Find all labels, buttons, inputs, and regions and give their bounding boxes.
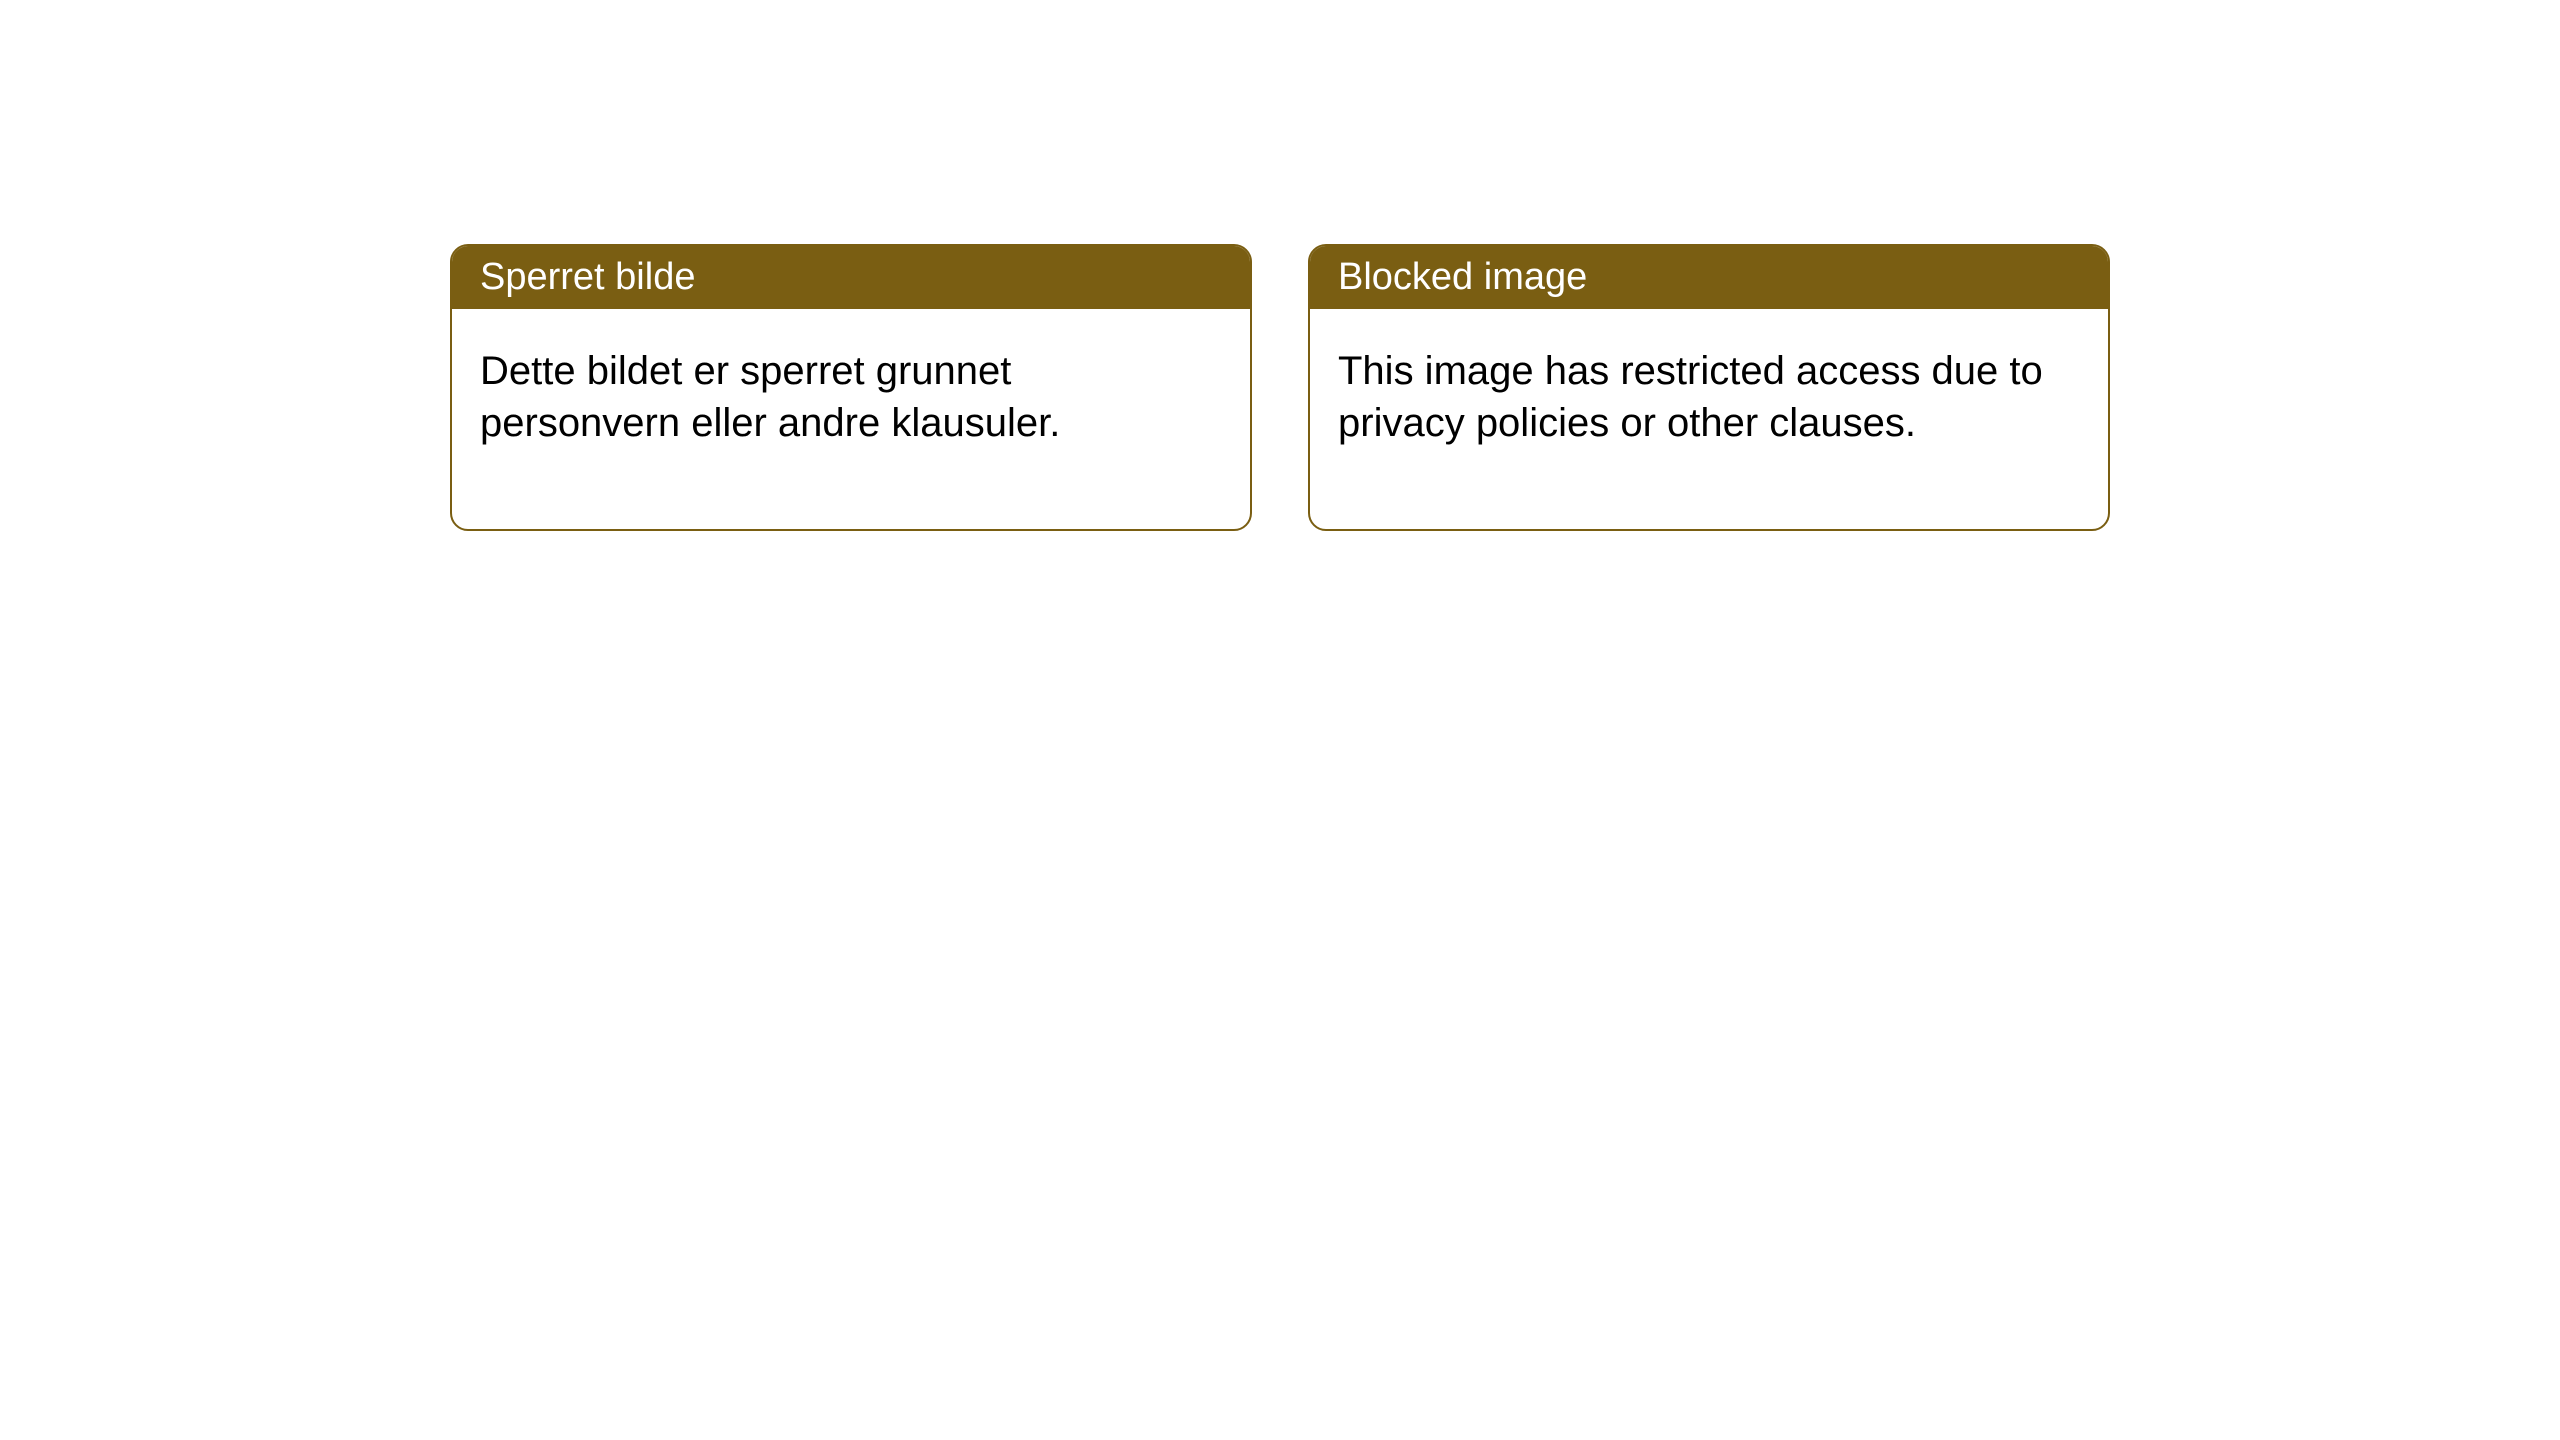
notice-card-body: This image has restricted access due to … <box>1310 309 2108 529</box>
notice-card-title: Sperret bilde <box>480 256 695 298</box>
notice-card-body: Dette bildet er sperret grunnet personve… <box>452 309 1250 529</box>
notice-card-message: Dette bildet er sperret grunnet personve… <box>480 349 1060 445</box>
notice-card-header: Sperret bilde <box>452 246 1250 309</box>
notice-card-message: This image has restricted access due to … <box>1338 349 2043 445</box>
notice-card-header: Blocked image <box>1310 246 2108 309</box>
notice-card-en: Blocked image This image has restricted … <box>1308 244 2110 531</box>
notice-cards-container: Sperret bilde Dette bildet er sperret gr… <box>450 244 2110 531</box>
notice-card-no: Sperret bilde Dette bildet er sperret gr… <box>450 244 1252 531</box>
notice-card-title: Blocked image <box>1338 256 1587 298</box>
